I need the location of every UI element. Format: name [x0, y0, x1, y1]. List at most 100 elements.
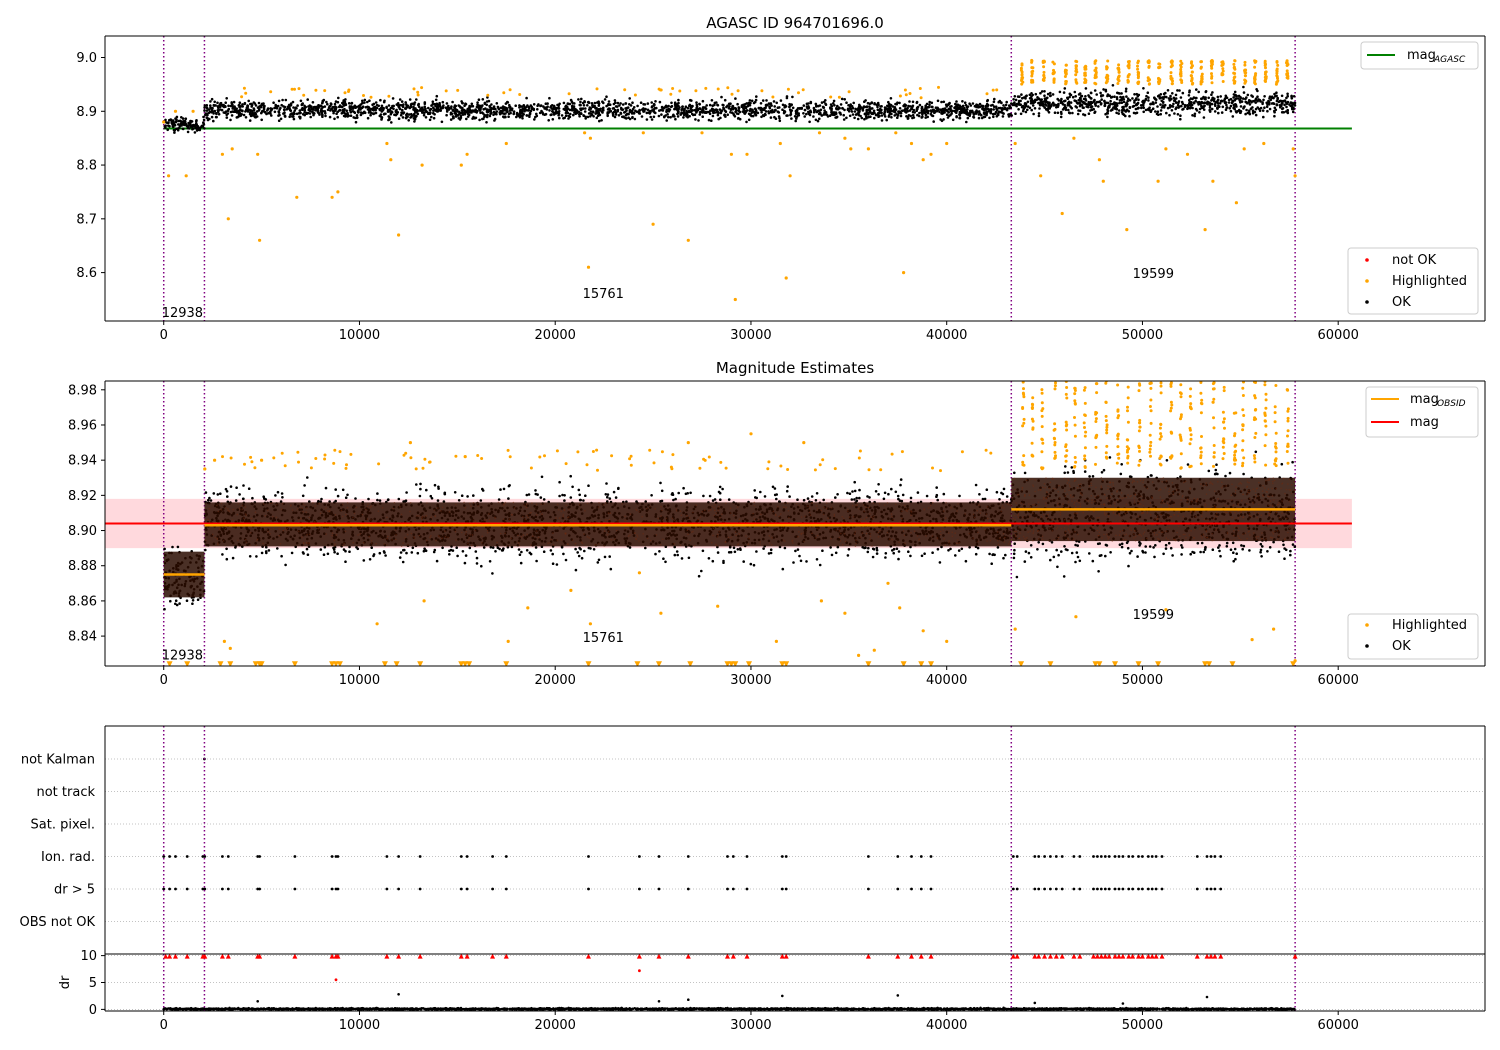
- ok-point: [1254, 107, 1258, 111]
- ok-point: [498, 112, 502, 116]
- ok-point: [311, 101, 315, 104]
- ok-point: [235, 116, 239, 119]
- legend-label-subscript: AGASC: [1433, 55, 1466, 65]
- ok-point: [416, 551, 420, 555]
- ok-point: [707, 557, 711, 560]
- ok-point: [1038, 103, 1042, 107]
- ok-point: [374, 106, 377, 110]
- ok-point: [1164, 91, 1167, 95]
- ok-point: [860, 116, 864, 120]
- highlighted-point: [1019, 66, 1023, 70]
- ok-point: [539, 104, 543, 107]
- ok-point: [461, 113, 465, 116]
- ok-point: [1140, 106, 1143, 110]
- ok-point: [540, 111, 544, 114]
- ok-point: [178, 119, 182, 123]
- ok-point: [355, 546, 358, 549]
- ok-point: [212, 112, 215, 115]
- ok-point: [404, 101, 408, 104]
- highlighted-point: [1116, 82, 1120, 85]
- ok-point: [410, 115, 413, 118]
- ok-point: [252, 109, 256, 112]
- ok-point: [741, 110, 745, 113]
- ok-point: [242, 484, 245, 487]
- ok-point: [698, 102, 701, 106]
- ok-point: [488, 560, 492, 563]
- ok-point: [603, 98, 607, 101]
- ok-point: [1176, 113, 1180, 116]
- ok-point: [402, 111, 406, 114]
- highlighted-point: [1031, 66, 1035, 70]
- ok-point: [237, 104, 241, 107]
- ok-point: [1204, 90, 1208, 94]
- ok-point: [964, 559, 968, 563]
- ok-point: [1108, 94, 1111, 97]
- ok-point: [487, 110, 490, 113]
- ok-point: [594, 107, 597, 110]
- ok-point: [590, 102, 594, 105]
- ok-point: [886, 104, 889, 108]
- ok-point: [1165, 95, 1168, 99]
- ok-point: [689, 107, 692, 111]
- ok-point: [372, 109, 376, 112]
- ok-point: [519, 114, 522, 118]
- highlighted-point: [1243, 69, 1247, 73]
- ok-point: [435, 102, 439, 106]
- highlighted-point: [1064, 82, 1068, 86]
- ok-point: [1074, 95, 1077, 98]
- ok-point: [711, 499, 715, 502]
- ok-point: [990, 562, 993, 565]
- ok-point: [584, 107, 587, 110]
- legend-label: not OK: [1392, 253, 1437, 268]
- ok-point: [320, 108, 323, 111]
- ok-point: [1103, 100, 1106, 103]
- ok-point: [1273, 92, 1276, 96]
- ok-point: [994, 105, 998, 108]
- highlighted-point: [1243, 74, 1247, 78]
- ok-point: [468, 106, 471, 109]
- ok-point: [1172, 102, 1175, 106]
- ok-point: [1046, 101, 1050, 105]
- ok-point: [1069, 101, 1073, 104]
- ok-point: [269, 112, 272, 115]
- highlighted-point: [1253, 65, 1257, 69]
- ok-point: [750, 99, 754, 103]
- highlighted-point: [1275, 80, 1279, 84]
- ok-point: [363, 101, 366, 104]
- ok-point: [707, 118, 711, 122]
- ok-point: [589, 115, 592, 118]
- ok-point: [1176, 89, 1179, 92]
- ok-point: [624, 107, 627, 110]
- ok-point: [667, 104, 670, 108]
- ok-point: [1031, 104, 1035, 107]
- highlighted-point: [1117, 68, 1121, 72]
- ok-point: [606, 108, 610, 111]
- ok-point: [187, 121, 190, 125]
- ok-point: [683, 107, 686, 111]
- highlighted-point: [1190, 82, 1194, 86]
- ok-point: [306, 553, 310, 556]
- ok-point: [333, 117, 336, 121]
- ok-point: [775, 101, 778, 105]
- ok-point: [308, 104, 312, 107]
- ok-point: [698, 113, 702, 116]
- ok-point: [567, 102, 570, 106]
- ok-point: [485, 103, 489, 107]
- ok-point: [1223, 101, 1227, 105]
- ok-point: [1227, 98, 1231, 102]
- ok-point: [580, 112, 583, 115]
- ok-point: [954, 102, 957, 106]
- ok-point: [968, 546, 971, 549]
- ok-point: [184, 117, 188, 120]
- ok-point: [729, 102, 732, 105]
- ok-point: [391, 97, 395, 100]
- ok-point: [1104, 89, 1108, 93]
- ok-point: [666, 113, 669, 116]
- ok-point: [171, 545, 174, 549]
- ok-point: [818, 104, 822, 107]
- ok-point: [1285, 96, 1288, 100]
- ok-point: [1053, 111, 1057, 114]
- ok-point: [1119, 95, 1122, 99]
- ok-point: [404, 499, 408, 503]
- ok-point: [923, 111, 927, 115]
